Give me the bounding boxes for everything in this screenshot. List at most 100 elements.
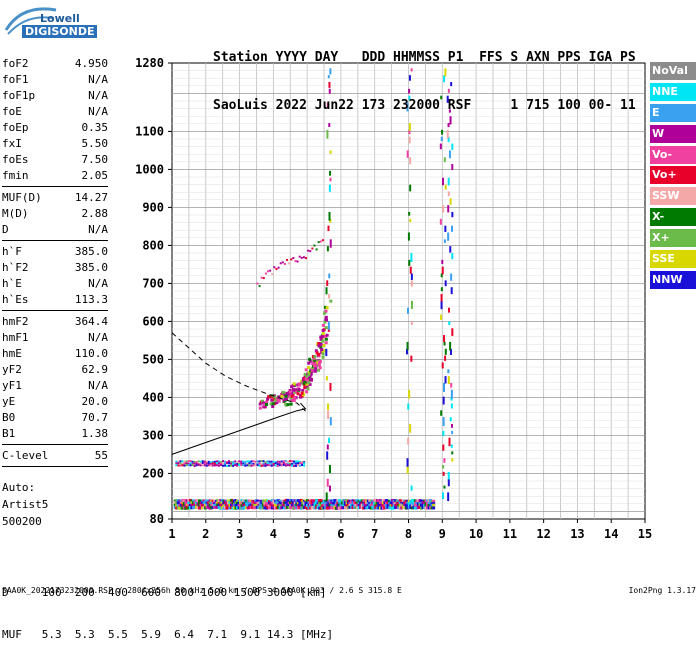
es-multihop-point: [185, 464, 188, 467]
es-multihop-point: [217, 464, 220, 467]
es-trace-point: [302, 501, 306, 505]
es-trace-point: [194, 501, 198, 505]
es-multihop-point: [177, 460, 180, 463]
es-trace-point: [201, 499, 205, 503]
x-tick-label: 7: [371, 527, 378, 541]
es-trace-point: [293, 506, 297, 510]
es-trace-point: [287, 501, 291, 505]
param-name: foF1: [2, 73, 29, 86]
param-name: hmF1: [2, 331, 29, 344]
es-multihop-point: [179, 462, 182, 465]
es-trace-point: [182, 506, 186, 510]
es-multihop-point: [303, 462, 306, 465]
es-trace-point: [292, 506, 296, 510]
es-trace-point: [366, 499, 370, 503]
es-trace-point: [272, 506, 276, 510]
es-multihop-point: [195, 461, 198, 464]
f-trace-point: [290, 399, 294, 403]
interference-point: [325, 348, 328, 356]
es-multihop-point: [238, 460, 241, 463]
es-trace-point: [369, 506, 373, 510]
legend-vo-: Vo+: [650, 166, 696, 185]
f2-hop-point: [296, 260, 299, 263]
es-trace-point: [353, 505, 357, 509]
es-trace-point: [202, 499, 206, 503]
interference-point: [408, 95, 411, 101]
es-trace-point: [289, 499, 293, 503]
es-trace-point: [248, 505, 252, 509]
x-tick-label: 13: [570, 527, 584, 541]
es-trace-point: [204, 503, 208, 507]
param-name: M(D): [2, 207, 29, 220]
es-trace-point: [388, 501, 392, 505]
f-trace-point: [329, 299, 333, 303]
es-trace-point: [280, 506, 284, 510]
interference-point: [329, 382, 332, 391]
es-trace-point: [222, 499, 226, 503]
interference-point: [447, 88, 450, 93]
es-trace-point: [275, 504, 279, 508]
es-trace-point: [318, 506, 322, 510]
es-multihop-point: [292, 460, 295, 463]
es-trace-point: [275, 499, 279, 503]
es-trace-point: [350, 505, 354, 509]
es-trace-point: [184, 498, 188, 502]
interference-point: [440, 300, 443, 310]
es-multihop-point: [236, 461, 239, 464]
f2-hop-point: [279, 262, 282, 265]
es-trace-point: [240, 504, 244, 508]
param-name: yF2: [2, 363, 22, 376]
f-trace-point: [325, 306, 329, 310]
es-trace-point: [286, 498, 290, 502]
legend-x-: X-: [650, 208, 696, 227]
es-multihop-point: [282, 460, 285, 463]
es-trace-point: [248, 499, 252, 503]
es-trace-point: [426, 501, 430, 505]
param-value: N/A: [88, 379, 108, 392]
es-trace-point: [386, 504, 390, 508]
es-multihop-point: [197, 463, 200, 466]
f-trace-point: [290, 394, 294, 398]
es-multihop-point: [292, 462, 295, 465]
param-value: 385.0: [74, 261, 108, 274]
y-tick-label: 300: [142, 428, 164, 442]
es-multihop-point: [272, 460, 275, 463]
f-trace-point: [288, 390, 292, 394]
es-trace-point: [274, 501, 278, 505]
interference-point: [449, 198, 452, 205]
es-trace-point: [304, 501, 308, 505]
es-multihop-point: [248, 460, 251, 463]
es-trace-point: [348, 505, 352, 509]
interference-point: [443, 157, 446, 163]
es-trace-point: [339, 503, 343, 507]
es-multihop-point: [297, 460, 300, 463]
es-trace-point: [312, 501, 316, 505]
es-trace-point: [339, 499, 343, 503]
f-trace-point: [321, 328, 325, 332]
interference-point: [410, 355, 413, 362]
param-row-c-level: C-level 55: [2, 448, 108, 464]
f-trace-point: [277, 395, 281, 399]
es-multihop-point: [226, 462, 229, 465]
param-value: N/A: [88, 89, 108, 102]
es-multihop-point: [213, 462, 216, 465]
f-trace-point: [276, 398, 280, 402]
f2-hop-point: [267, 270, 270, 273]
es-trace-point: [198, 499, 202, 503]
es-trace-point: [216, 501, 220, 505]
interference-point: [451, 458, 454, 462]
es-trace-point: [426, 506, 430, 510]
es-trace-point: [381, 499, 385, 503]
es-multihop-point: [219, 462, 222, 465]
es-trace-point: [316, 506, 320, 510]
es-trace-point: [340, 506, 344, 510]
es-trace-point: [310, 506, 314, 510]
param-name: hmE: [2, 347, 22, 360]
es-trace-point: [185, 505, 189, 509]
es-trace-point: [261, 503, 265, 507]
x-tick-label: 3: [236, 527, 243, 541]
es-multihop-point: [236, 464, 239, 467]
param-value: 55: [94, 449, 108, 462]
x-tick-label: 8: [405, 527, 412, 541]
interference-point: [329, 177, 332, 182]
